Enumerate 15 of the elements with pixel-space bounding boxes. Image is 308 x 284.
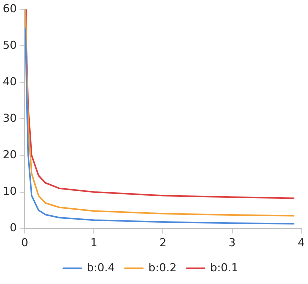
y-tick-label: 40: [2, 76, 17, 89]
y-tick-label: 50: [2, 38, 17, 52]
y-tick-label: 20: [2, 148, 17, 162]
x-tick-label: 4: [298, 236, 305, 250]
x-tick-label: 0: [21, 236, 28, 250]
y-tick-label: 10: [2, 185, 17, 198]
x-tick-label: 1: [90, 236, 98, 250]
legend-label: b:0.1: [210, 261, 239, 274]
x-tick-label: 3: [228, 236, 236, 250]
y-tick-label: 60: [2, 2, 17, 16]
y-tick-label: 0: [10, 222, 17, 235]
y-tick-label: 30: [2, 112, 17, 126]
x-tick-label: 2: [160, 236, 167, 250]
legend-label: b:0.4: [86, 261, 116, 274]
legend-label: b:0.2: [148, 261, 177, 274]
